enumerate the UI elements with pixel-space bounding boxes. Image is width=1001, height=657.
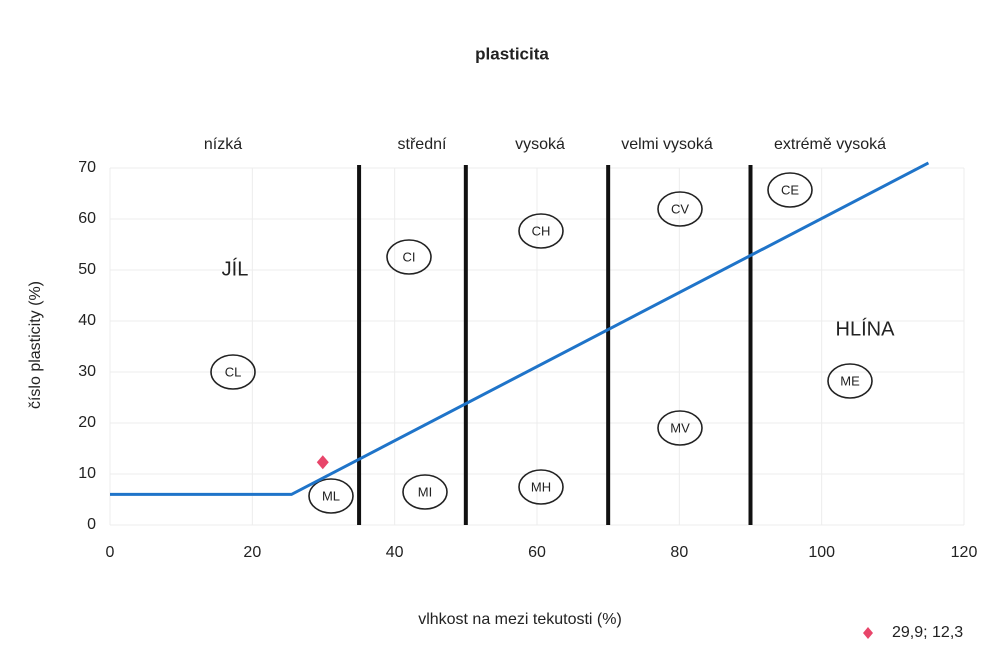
legend-marker (863, 627, 873, 639)
x-tick-label: 40 (386, 544, 404, 561)
legend-label: 29,9; 12,3 (892, 624, 963, 641)
symbol-circle (827, 363, 873, 399)
symbol-circle (308, 478, 354, 514)
symbol-circle (657, 191, 703, 227)
a-line (110, 161, 930, 496)
symbol-label: ME (840, 373, 860, 388)
x-tick-label: 100 (808, 544, 835, 561)
symbol-label: CL (225, 364, 242, 379)
region-label: JÍL (222, 257, 249, 280)
y-tick-label: 10 (78, 465, 96, 482)
y-tick-label: 50 (78, 261, 96, 278)
symbol-label: MH (531, 479, 551, 494)
y-tick-label: 70 (78, 159, 96, 176)
x-tick-label: 60 (528, 544, 546, 561)
zone-label: vysoká (515, 136, 565, 153)
y-tick-label: 60 (78, 210, 96, 227)
symbol-label: CV (671, 201, 689, 216)
symbol-circle (657, 410, 703, 446)
x-tick-label: 80 (670, 544, 688, 561)
symbol-label: MV (670, 420, 690, 435)
x-axis-label: vlhkost na mezi tekutosti (%) (418, 611, 622, 628)
symbol-label: MI (418, 484, 432, 499)
symbol-circle (386, 239, 432, 275)
zone-label: velmi vysoká (621, 136, 713, 153)
y-tick-label: 20 (78, 414, 96, 431)
x-tick-label: 20 (243, 544, 261, 561)
x-tick-label: 0 (106, 544, 115, 561)
y-tick-label: 30 (78, 363, 96, 380)
symbol-circle (767, 172, 813, 208)
zone-label: extrémě vysoká (774, 136, 886, 153)
symbol-circle (518, 213, 564, 249)
region-label: HLÍNA (836, 317, 896, 340)
symbol-label: CE (781, 182, 799, 197)
symbol-circle (518, 469, 564, 505)
zone-label: nízká (204, 136, 242, 153)
symbol-label: ML (322, 488, 340, 503)
symbol-label: CH (532, 223, 551, 238)
y-axis-label: číslo plasticity (%) (27, 281, 44, 409)
symbol-circle (402, 474, 448, 510)
symbol-label: CI (403, 249, 416, 264)
chart-title: plasticita (475, 44, 549, 63)
y-tick-label: 0 (87, 516, 96, 533)
x-tick-label: 120 (951, 544, 978, 561)
data-point (316, 455, 329, 470)
symbol-circle (210, 354, 256, 390)
zone-label: střední (398, 136, 447, 153)
y-tick-label: 40 (78, 312, 96, 329)
